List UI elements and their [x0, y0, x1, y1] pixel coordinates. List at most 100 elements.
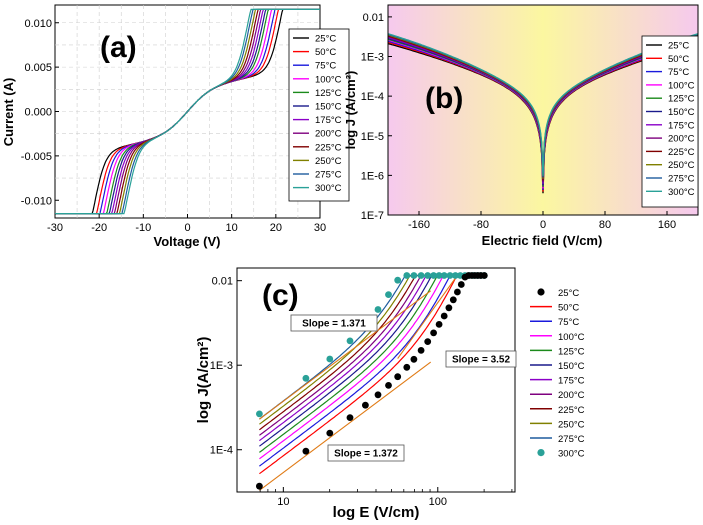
data-point-25C — [417, 347, 425, 354]
legend-label: 125°C — [315, 88, 342, 99]
data-point-25C — [394, 373, 402, 381]
iv-curve — [55, 8, 320, 215]
legend-label: 25°C — [668, 41, 689, 52]
panel-b: -160 -80 0 80 160 0.01 1E-3 1E-4 1E-5 1E-6 1E-7 (b… — [343, 4, 699, 248]
y-tick-label: 1E-3 — [361, 52, 384, 64]
legend-label: 100°C — [668, 80, 695, 91]
legend-label: 250°C — [558, 419, 585, 430]
data-point-25C — [435, 321, 443, 328]
data-point-300C — [435, 272, 443, 279]
data-point-25C — [445, 304, 453, 312]
y-tick-label: 0.000 — [24, 107, 52, 119]
panel-a-ylabel: Current (A) — [1, 78, 16, 147]
panel-b-legend: 25°C 50°C 75°C 100°C 125°C 150°C 175°C 200°C 225… — [641, 35, 699, 208]
fit-line — [259, 290, 432, 420]
x-tick-label: 0 — [540, 219, 546, 231]
jv-log-curve — [259, 274, 485, 475]
legend-label: 25°C — [558, 288, 579, 299]
x-tick-label: 80 — [599, 219, 611, 231]
panel-b-label: (b) — [425, 82, 463, 115]
data-point-300C — [394, 276, 402, 284]
data-point-25C — [362, 401, 369, 409]
legend-label: 200°C — [668, 134, 695, 145]
fit-line — [259, 361, 432, 491]
legend-label: 150°C — [558, 361, 585, 372]
legend-box — [288, 28, 350, 202]
legend-marker — [537, 288, 545, 296]
legend-label: 175°C — [558, 376, 585, 387]
y-tick-label: -0.005 — [21, 151, 52, 163]
data-point-300C — [374, 306, 382, 313]
y-tick-label: 1E-3 — [210, 360, 233, 372]
legend-label: 275°C — [315, 170, 342, 181]
legend-label: 300°C — [558, 449, 585, 460]
fit-line — [397, 274, 459, 359]
legend-label: 150°C — [315, 102, 342, 113]
y-tick-label: 0.01 — [363, 12, 384, 24]
data-point-300C — [446, 272, 454, 279]
legend-label: 125°C — [668, 94, 695, 105]
panel-a-curves — [55, 8, 320, 215]
y-tick-label: -0.010 — [21, 195, 52, 207]
slope-annotation: Slope = 3.52 — [452, 355, 511, 366]
x-tick-label: 10 — [277, 496, 289, 508]
data-point-300C — [417, 272, 425, 279]
y-tick-label: 0.01 — [212, 276, 233, 288]
data-point-300C — [256, 410, 263, 418]
legend-label: 250°C — [668, 160, 695, 171]
panel-a-xlabel: Voltage (V) — [154, 234, 221, 249]
panel-c-label: (c) — [262, 279, 299, 312]
data-point-300C — [410, 272, 418, 279]
legend-label: 275°C — [558, 434, 585, 445]
legend-label: 100°C — [558, 332, 585, 343]
y-tick-label: 1E-6 — [361, 170, 384, 182]
y-tick-label: 0.005 — [24, 62, 52, 74]
data-point-300C — [424, 272, 432, 279]
panel-c: 10 100 0.01 1E-3 1E-4 Slope = 1.371 Slope = 3.… — [195, 267, 585, 521]
data-point-300C — [302, 374, 310, 382]
x-tick-label: 10 — [226, 222, 238, 234]
legend-label: 125°C — [558, 346, 585, 357]
panel-b-xlabel: Electric field (V/cm) — [482, 233, 603, 248]
x-tick-label: 0 — [184, 222, 190, 234]
y-tick-label: 1E-7 — [361, 210, 384, 222]
y-tick-label: 1E-4 — [210, 445, 233, 457]
data-point-25C — [403, 363, 411, 371]
slope-annotation: Slope = 1.371 — [302, 319, 366, 330]
data-point-300C — [346, 337, 354, 345]
slope-annotation-box — [327, 444, 405, 462]
x-tick-label: 160 — [658, 219, 676, 231]
legend-label: 300°C — [315, 183, 342, 194]
panel-b-ticks: -160 -80 0 80 160 0.01 1E-3 1E-4 1E-5 1E-6 1E-7 — [361, 12, 676, 231]
legend-label: 175°C — [668, 120, 695, 131]
legend-label: 250°C — [315, 156, 342, 167]
legend-label: 200°C — [315, 129, 342, 140]
slope-annotation-box — [290, 314, 378, 332]
x-tick-label: 20 — [270, 222, 282, 234]
legend-label: 75°C — [315, 61, 336, 72]
panel-c-xlabel: log E (V/cm) — [333, 504, 420, 521]
panel-c-legend: 25°C 50°C 75°C 100°C 125°C 150°C 175°C 200°C 225… — [530, 288, 585, 460]
data-point-300C — [385, 291, 392, 298]
data-point-25C — [457, 281, 465, 288]
data-point-25C — [410, 355, 418, 363]
legend-label: 200°C — [558, 390, 585, 401]
data-point-25C — [256, 482, 263, 490]
y-tick-label: 1E-4 — [361, 91, 384, 103]
panel-a-ticks: -30 -20 -10 0 10 20 30 -0.010 -0.005 0.000 0.005 0.… — [21, 18, 326, 234]
x-tick-label: 100 — [429, 496, 447, 508]
legend-label: 300°C — [668, 187, 695, 198]
data-point-25C — [385, 382, 392, 389]
legend-label: 100°C — [315, 74, 342, 85]
panel-a-legend: 25°C 50°C 75°C 100°C 125°C 150°C 175°C 200°C 225… — [288, 28, 350, 202]
legend-label: 175°C — [315, 115, 342, 126]
data-point-25C — [440, 312, 448, 320]
x-tick-label: -160 — [408, 219, 430, 231]
x-tick-label: -10 — [135, 222, 151, 234]
legend-label: 75°C — [668, 67, 689, 78]
legend-label: 225°C — [558, 405, 585, 416]
panel-b-ylabel: log J (A/cm²) — [343, 71, 358, 150]
legend-label: 275°C — [668, 174, 695, 185]
x-tick-label: -30 — [47, 222, 63, 234]
